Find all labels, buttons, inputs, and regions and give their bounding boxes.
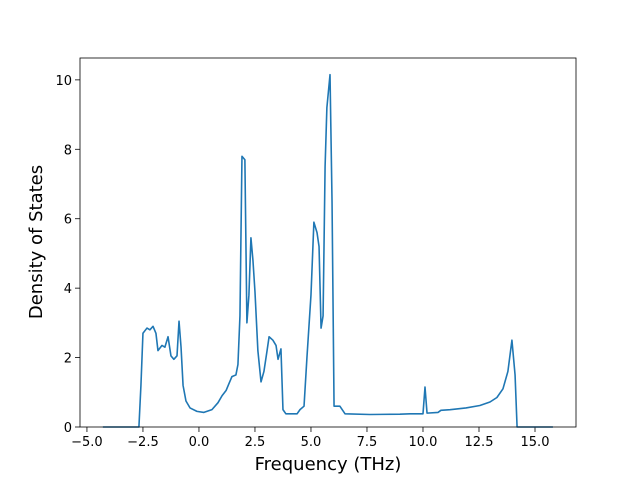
y-tick-label: 0 bbox=[64, 421, 72, 436]
x-tick-label: 12.5 bbox=[465, 435, 494, 450]
x-tick-label: 5.0 bbox=[301, 435, 322, 450]
x-tick-label: −5.0 bbox=[71, 435, 103, 450]
y-tick-label: 2 bbox=[64, 352, 72, 367]
x-tick-label: 15.0 bbox=[521, 435, 550, 450]
data-line bbox=[102, 73, 553, 428]
y-tick-label: 8 bbox=[64, 143, 72, 158]
x-tick-label: 2.5 bbox=[245, 435, 266, 450]
y-tick-label: 4 bbox=[64, 282, 72, 297]
plot-frame bbox=[79, 57, 577, 428]
y-tick-label: 6 bbox=[64, 213, 72, 228]
x-tick-label: 7.5 bbox=[357, 435, 378, 450]
y-tick-label: 10 bbox=[55, 74, 72, 89]
x-axis-label: Frequency (THz) bbox=[255, 454, 402, 475]
x-tick-label: 0.0 bbox=[189, 435, 210, 450]
x-tick-label: −2.5 bbox=[127, 435, 159, 450]
y-axis-label: Density of States bbox=[26, 165, 47, 319]
x-tick-label: 10.0 bbox=[409, 435, 438, 450]
